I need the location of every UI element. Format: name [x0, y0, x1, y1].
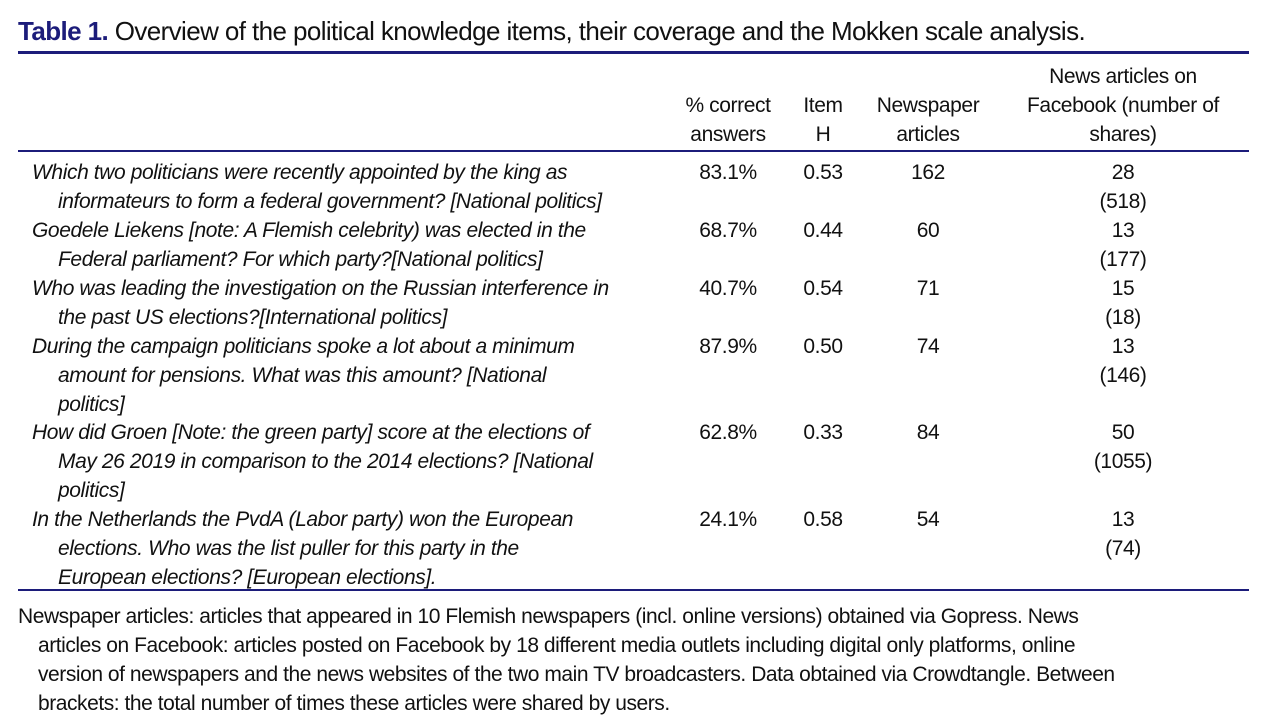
question-line: May 26 2019 in comparison to the 2014 el… — [58, 450, 593, 474]
header-facebook: News articles on Facebook (number of share… — [1003, 62, 1243, 149]
newspaper-articles: 74 — [916, 334, 940, 358]
item-h: 0.44 — [803, 218, 843, 242]
pct-correct: 87.9% — [699, 334, 757, 358]
question-line: politics] — [58, 479, 125, 503]
header-newspaper: Newspaper articles — [868, 91, 988, 149]
question-line: How did Groen [Note: the green party] sc… — [32, 421, 590, 445]
header-item-h: Item H — [793, 91, 853, 149]
item-h: 0.58 — [803, 507, 843, 531]
header-line: News articles on — [1049, 65, 1197, 88]
facebook-count: 13 — [1111, 507, 1135, 531]
bottom-rule — [18, 589, 1249, 591]
facebook-articles: 13 (177) — [1043, 216, 1203, 274]
question-text: How did Groen [Note: the green party] sc… — [32, 418, 593, 505]
header-line: answers — [690, 123, 766, 146]
facebook-articles: 28 (518) — [1043, 158, 1203, 216]
header-line: Newspaper — [876, 94, 980, 117]
table-label: Table 1. — [18, 16, 109, 46]
item-h: 0.50 — [803, 334, 843, 358]
top-rule — [18, 51, 1249, 54]
newspaper-articles: 84 — [916, 421, 940, 445]
table-title: Overview of the political knowledge item… — [114, 16, 1086, 46]
question-line: Goedele Liekens [note: A Flemish celebri… — [32, 218, 586, 242]
note-line: articles on Facebook: articles posted on… — [38, 634, 1076, 657]
note-line: version of newspapers and the news websi… — [38, 663, 1115, 686]
newspaper-articles: 162 — [911, 161, 945, 184]
question-line: Which two politicians were recently appo… — [32, 161, 568, 184]
question-line: During the campaign politicians spoke a … — [32, 334, 575, 358]
question-line: Federal parliament? For which party?[Nat… — [58, 247, 543, 271]
facebook-articles: 15 (18) — [1043, 274, 1203, 332]
facebook-articles: 13 (146) — [1043, 332, 1203, 390]
facebook-count: 50 — [1111, 421, 1135, 445]
header-line: shares) — [1089, 123, 1157, 146]
newspaper-articles: 54 — [916, 507, 940, 531]
newspaper-articles: 71 — [916, 276, 940, 300]
question-text: Goedele Liekens [note: A Flemish celebri… — [32, 216, 586, 274]
pct-correct: 68.7% — [699, 218, 757, 242]
pct-correct: 24.1% — [699, 507, 757, 531]
question-line: In the Netherlands the PvdA (Labor party… — [32, 507, 574, 531]
newspaper-articles: 60 — [916, 218, 940, 242]
question-text: During the campaign politicians spoke a … — [32, 332, 575, 419]
facebook-articles: 50 (1055) — [1043, 418, 1203, 476]
question-line: elections. Who was the list puller for t… — [58, 536, 519, 560]
question-line: politics] — [58, 392, 125, 416]
header-line: articles — [896, 123, 960, 146]
note-line: brackets: the total number of times thes… — [38, 692, 670, 715]
pct-correct: 62.8% — [699, 421, 757, 445]
share-count: (18) — [1105, 305, 1141, 329]
share-count: (74) — [1105, 536, 1141, 560]
header-line: H — [815, 123, 831, 146]
pct-correct: 40.7% — [699, 276, 757, 300]
item-h: 0.33 — [803, 421, 843, 445]
facebook-count: 15 — [1111, 276, 1135, 300]
question-line: European elections? [European elections]… — [58, 565, 437, 589]
facebook-count: 13 — [1111, 218, 1135, 242]
item-h: 0.53 — [803, 161, 843, 184]
header-rule — [18, 150, 1249, 152]
header-line: Item — [803, 94, 843, 117]
share-count: (177) — [1099, 247, 1147, 271]
pct-correct: 83.1% — [699, 161, 757, 184]
question-line: amount for pensions. What was this amoun… — [58, 363, 547, 387]
table-caption: Table 1. Overview of the political knowl… — [18, 16, 1086, 47]
note-line: Newspaper articles: articles that appear… — [18, 605, 1079, 628]
question-line: informateurs to form a federal governmen… — [58, 190, 602, 213]
share-count: (146) — [1099, 363, 1147, 387]
header-line: Facebook (number of — [1026, 94, 1219, 117]
question-line: Who was leading the investigation on the… — [32, 276, 609, 300]
question-line: the past US elections?[International pol… — [58, 305, 447, 329]
question-text: Who was leading the investigation on the… — [32, 274, 609, 332]
item-h: 0.54 — [803, 276, 843, 300]
share-count: (1055) — [1093, 450, 1153, 474]
facebook-count: 28 — [1111, 161, 1135, 184]
header-line: % correct — [685, 94, 771, 117]
header-pct-correct: % correct answers — [678, 91, 778, 149]
facebook-count: 13 — [1111, 334, 1135, 358]
question-text: Which two politicians were recently appo… — [32, 158, 602, 216]
facebook-articles: 13 (74) — [1043, 505, 1203, 563]
table-note: Newspaper articles: articles that appear… — [18, 602, 1250, 718]
share-count: (518) — [1099, 190, 1147, 213]
question-text: In the Netherlands the PvdA (Labor party… — [32, 505, 573, 592]
